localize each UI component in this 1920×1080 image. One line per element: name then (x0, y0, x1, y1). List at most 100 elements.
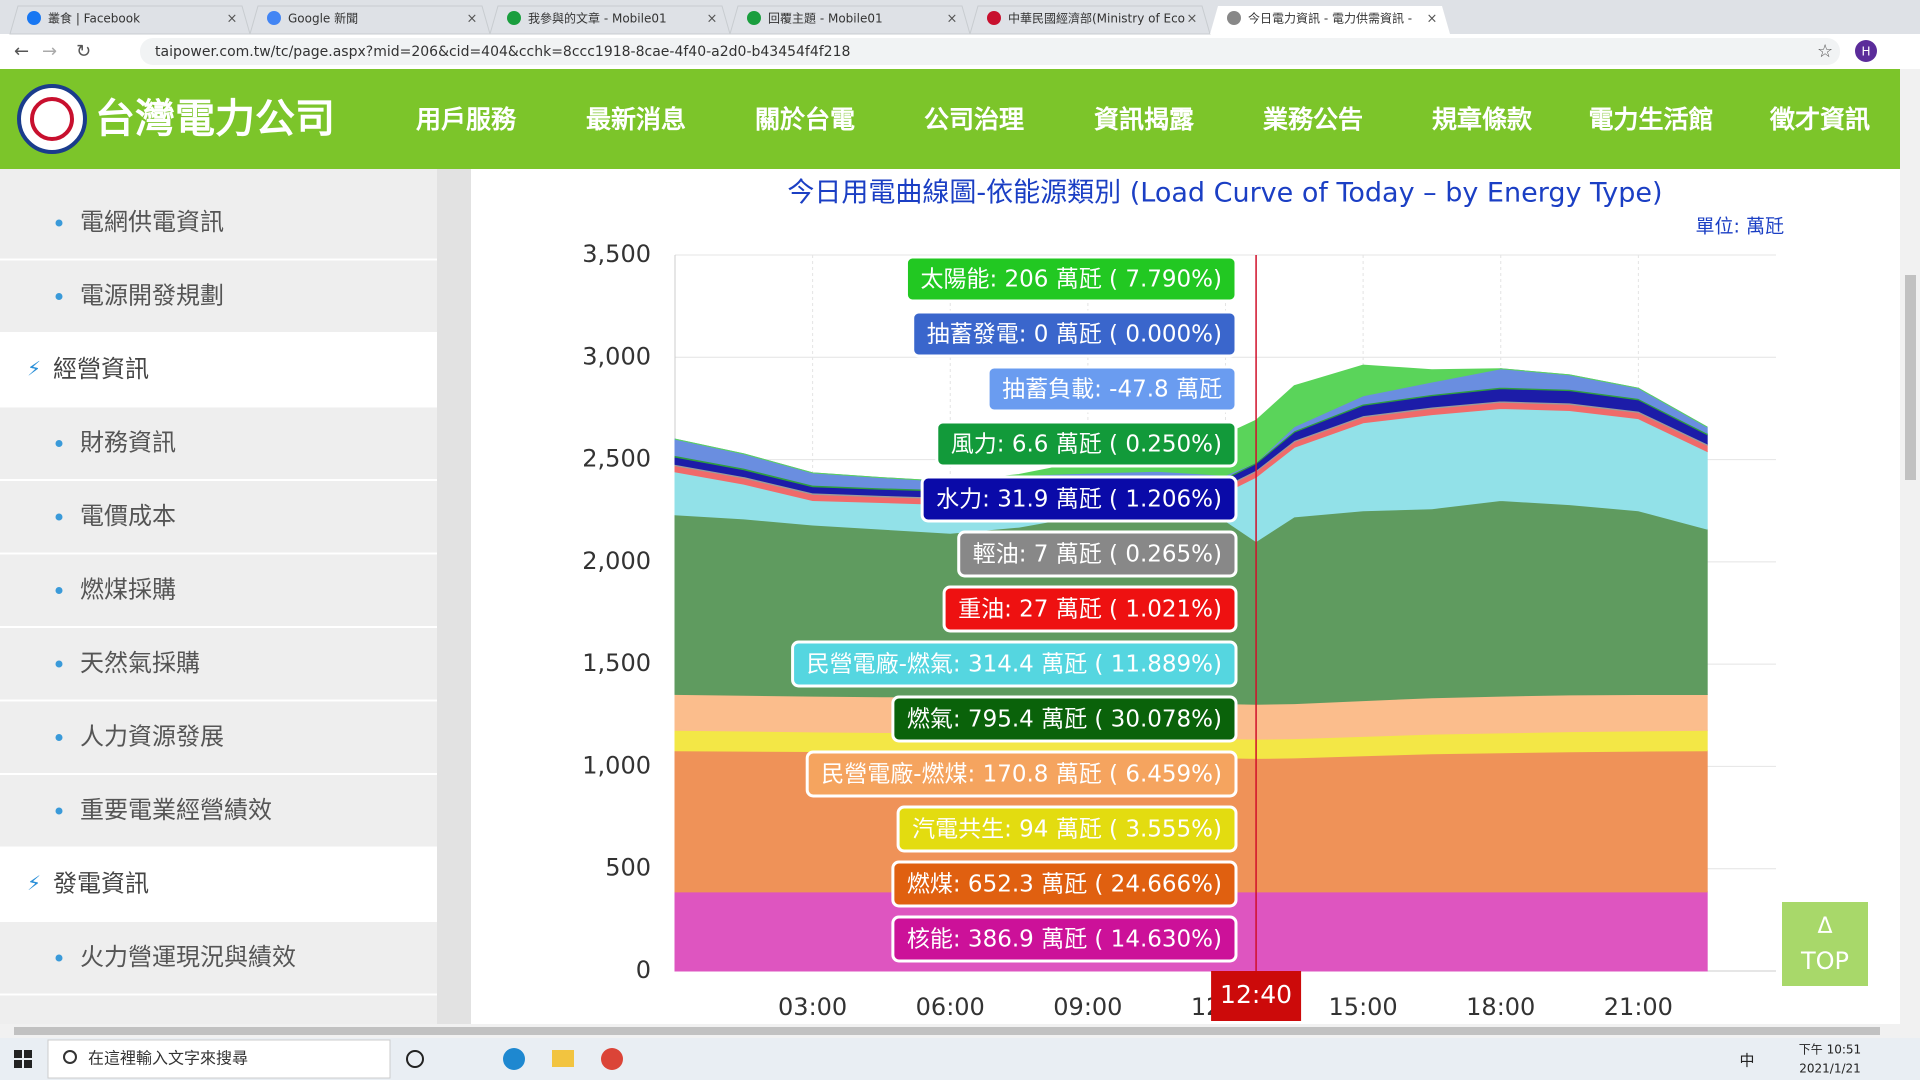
tab[interactable] (969, 5, 1211, 35)
y-tick-label: 0 (636, 956, 651, 984)
app-edge[interactable] (503, 1048, 525, 1070)
logo-text[interactable]: 台灣電力公司 (95, 96, 335, 142)
url-text: taipower.com.tw/tc/page.aspx?mid=206&cid… (155, 44, 850, 60)
x-tick-label: 21:00 (1604, 993, 1673, 1021)
app-chrome[interactable] (601, 1048, 623, 1070)
tab-close[interactable]: × (227, 12, 238, 27)
tab[interactable] (1210, 6, 1450, 34)
x-tick-label: 09:00 (1053, 993, 1122, 1021)
nav-item[interactable]: 業務公告 (1263, 105, 1363, 134)
y-tick-label: 1,500 (582, 649, 651, 677)
tab-favicon (747, 11, 761, 25)
nav-item[interactable]: 用戶服務 (416, 105, 517, 134)
x-tick-label: 18:00 (1466, 993, 1535, 1021)
tooltip-text: 太陽能: 206 萬瓩 ( 7.790%) (920, 267, 1222, 293)
tab-favicon (1227, 11, 1241, 25)
v-scrollbar[interactable] (1900, 69, 1920, 1038)
bullet (55, 513, 63, 521)
search-text: 在這裡輸入文字來搜尋 (88, 1049, 248, 1068)
nav-item[interactable]: 最新消息 (586, 105, 686, 134)
sidebar-item[interactable]: 天然氣採購 (80, 649, 200, 677)
back-button[interactable]: ← (14, 41, 29, 62)
search-icon (63, 1050, 77, 1064)
tab[interactable] (9, 5, 251, 35)
x-tick-label: 03:00 (778, 993, 847, 1021)
bookmark-star[interactable]: ☆ (1817, 41, 1833, 62)
nav-item[interactable]: 徵才資訊 (1769, 105, 1870, 134)
tab-favicon (27, 11, 41, 25)
start-button[interactable] (24, 1050, 32, 1058)
sidebar-section[interactable]: 經營資訊 (53, 355, 149, 383)
tooltip-text: 汽電共生: 94 萬瓩 ( 3.555%) (912, 817, 1222, 843)
clock-time[interactable]: 下午 10:51 (1799, 1043, 1861, 1057)
top-button[interactable] (1782, 902, 1868, 986)
tab[interactable] (489, 5, 731, 35)
start-button[interactable] (14, 1050, 22, 1058)
tooltip-box (920, 475, 1238, 523)
nav-item[interactable]: 資訊揭露 (1094, 105, 1195, 134)
tab-close[interactable]: × (947, 12, 958, 27)
sidebar-section-bg (0, 334, 437, 406)
reload-button[interactable]: ↻ (76, 41, 91, 62)
nav-item[interactable]: 關於台電 (755, 105, 855, 134)
tab-close[interactable]: × (467, 12, 478, 27)
sidebar-item[interactable]: 火力營運現況與績效 (80, 943, 296, 971)
nav-item[interactable]: 公司治理 (924, 105, 1024, 134)
sidebar-item[interactable]: 電網供電資訊 (80, 208, 224, 236)
tooltip-text: 抽蓄發電: 0 萬瓩 ( 0.000%) (927, 322, 1222, 348)
y-tick-label: 500 (605, 854, 651, 882)
bullet (55, 587, 63, 594)
tab-favicon (987, 11, 1001, 25)
nav-item[interactable]: 規章條款 (1432, 105, 1533, 134)
tab[interactable] (249, 5, 491, 35)
sidebar-item[interactable]: 電源開發規劃 (80, 282, 224, 310)
tab-title: 中華民國經濟部(Ministry of Eco (1008, 11, 1185, 26)
bullet (55, 734, 63, 741)
tab-favicon (267, 11, 281, 25)
app-explorer[interactable] (552, 1050, 574, 1067)
tooltip-text: 抽蓄負載: -47.8 萬瓩 (1002, 377, 1222, 403)
tab-close[interactable]: × (1187, 12, 1198, 27)
start-button[interactable] (24, 1060, 32, 1068)
forward-button[interactable]: → (42, 41, 57, 62)
y-tick-label: 3,000 (582, 342, 651, 370)
tab[interactable] (729, 5, 971, 35)
ime-indicator[interactable]: 中 (1739, 1052, 1754, 1070)
current-time-box (1211, 971, 1302, 1021)
profile-avatar[interactable] (1855, 40, 1877, 62)
bullet (55, 440, 63, 447)
tooltip-box (986, 365, 1238, 413)
tab-close[interactable]: × (707, 12, 718, 27)
sidebar-item[interactable]: 重要電業經營績效 (80, 796, 272, 824)
x-tick-label: 15:00 (1329, 993, 1398, 1021)
url-field[interactable] (140, 38, 1840, 65)
tooltip-box (911, 310, 1238, 358)
sidebar-gutter (437, 169, 471, 1024)
tab-close[interactable]: × (1427, 12, 1438, 27)
bullet (55, 293, 63, 300)
cortana[interactable] (406, 1050, 424, 1068)
tooltip-text: 民營電廠-燃煤: 170.8 萬瓩 ( 6.459%) (821, 762, 1222, 788)
sidebar-item[interactable]: 燃煤採購 (80, 576, 176, 604)
nav-item[interactable]: 電力生活館 (1588, 105, 1713, 134)
sidebar-item[interactable]: 財務資訊 (80, 429, 176, 457)
search-box[interactable] (47, 1039, 391, 1079)
tab-title: 今日電力資訊 - 電力供需資訊 - (1248, 11, 1412, 26)
v-scroll-thumb[interactable] (1905, 275, 1916, 480)
sidebar-item[interactable]: 人力資源發展 (80, 723, 224, 751)
logo-emblem[interactable] (17, 84, 87, 154)
tooltip-text: 燃氣: 795.4 萬瓩 ( 30.078%) (907, 707, 1222, 733)
bullet (55, 219, 63, 227)
tab-title: Google 新聞 (288, 11, 358, 26)
y-tick-label: 1,000 (582, 751, 651, 779)
clock-date[interactable]: 2021/1/21 (1799, 1062, 1861, 1076)
start-button[interactable] (14, 1060, 22, 1068)
sidebar-item[interactable]: 電價成本 (80, 502, 176, 530)
h-scroll-thumb[interactable] (14, 1027, 1880, 1035)
y-tick-label: 2,500 (582, 445, 651, 473)
tooltip-box (891, 915, 1238, 963)
sidebar-section[interactable]: 發電資訊 (53, 870, 149, 898)
tooltip-box (957, 530, 1238, 578)
tooltip-box (904, 255, 1238, 303)
